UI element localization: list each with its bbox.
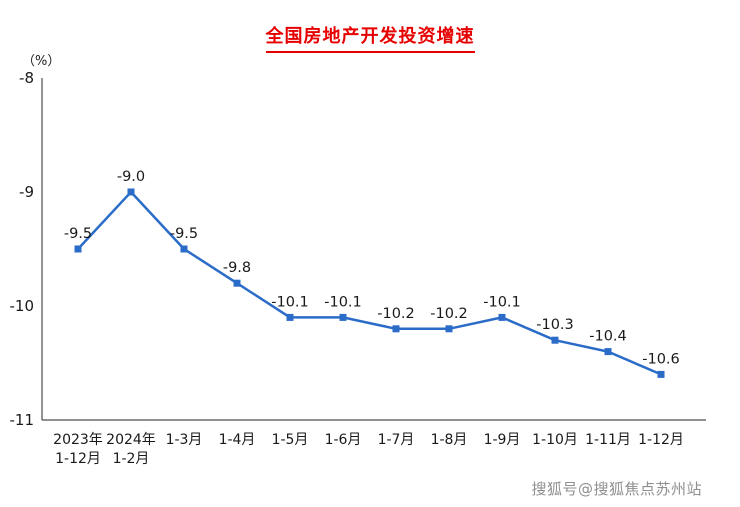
data-point-label: -10.2 xyxy=(377,306,415,322)
data-point-marker xyxy=(604,348,612,356)
x-axis-label: 1-3月 xyxy=(166,432,203,448)
watermark: 搜狐号@搜狐焦点苏州站 xyxy=(531,480,702,498)
y-axis-tick-label: -8 xyxy=(19,69,34,87)
y-axis-tick-label: -11 xyxy=(10,411,35,429)
data-point-label: -9.0 xyxy=(117,169,145,185)
data-point-label: -10.1 xyxy=(271,294,309,310)
data-point-label: -10.1 xyxy=(483,294,521,310)
y-axis-tick-label: -9 xyxy=(19,183,34,201)
x-axis-label: 1-4月 xyxy=(219,432,256,448)
x-axis-label: 1-7月 xyxy=(378,432,415,448)
data-point-marker xyxy=(498,313,506,321)
x-axis-label: 2023年 1-12月 xyxy=(53,432,103,467)
y-axis-tick-label: -10 xyxy=(10,297,35,315)
data-point-marker xyxy=(233,279,241,287)
data-point-marker xyxy=(74,245,82,253)
data-point-marker xyxy=(286,313,294,321)
data-series-line xyxy=(77,190,662,376)
x-axis-label: 1-5月 xyxy=(272,432,309,448)
data-point-label: -9.8 xyxy=(223,260,251,276)
data-point-label: -10.6 xyxy=(642,351,680,367)
chart-title: 全国房地产开发投资增速 xyxy=(265,22,475,53)
data-point-label: -9.5 xyxy=(64,226,92,242)
x-axis-label: 1-11月 xyxy=(585,432,631,448)
x-axis-label: 1-12月 xyxy=(638,432,684,448)
data-point-marker xyxy=(180,245,188,253)
data-point-marker xyxy=(392,325,400,333)
x-axis-label: 1-9月 xyxy=(484,432,521,448)
x-axis-label: 1-6月 xyxy=(325,432,362,448)
data-point-label: -10.3 xyxy=(536,317,574,333)
data-point-marker xyxy=(339,313,347,321)
data-point-label: -10.1 xyxy=(324,294,362,310)
data-point-marker xyxy=(551,336,559,344)
data-point-marker xyxy=(657,370,665,378)
data-point-label: -9.5 xyxy=(170,226,198,242)
x-axis-label: 1-10月 xyxy=(532,432,578,448)
chart-title-row: 全国房地产开发投资增速 xyxy=(0,22,740,53)
data-point-label: -10.2 xyxy=(430,306,468,322)
x-axis-label: 2024年 1-2月 xyxy=(106,432,156,467)
x-axis-label: 1-8月 xyxy=(431,432,468,448)
data-point-marker xyxy=(127,188,135,196)
data-point-label: -10.4 xyxy=(589,329,627,345)
y-axis-unit-label: （%） xyxy=(22,54,61,69)
data-point-marker xyxy=(445,325,453,333)
